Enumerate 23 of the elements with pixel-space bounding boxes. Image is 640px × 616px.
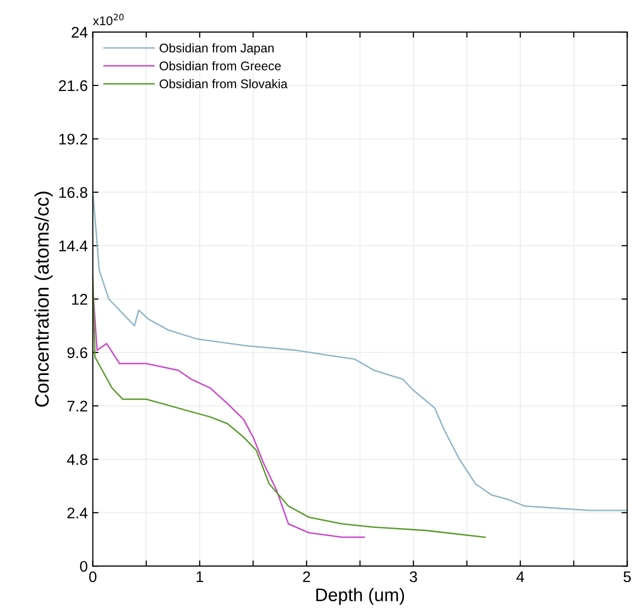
y-tick-label: 14.4 — [59, 240, 88, 252]
y-tick-label: 19.2 — [59, 134, 88, 145]
y-tick-label: 2.4 — [67, 508, 88, 518]
x-tick-label: 3 — [410, 571, 418, 582]
y-tick-label: 16.8 — [59, 187, 88, 198]
x-tick-label: 2 — [303, 571, 310, 582]
x-tick-label: 5 — [624, 572, 631, 582]
x-tick-label: 0 — [89, 571, 96, 582]
y-tick-label: 12 — [72, 294, 88, 305]
x-axis-title: Depth (um) — [316, 588, 404, 605]
legend-label: Obsidian from Japan — [160, 43, 274, 55]
x-tick-label: 1 — [196, 572, 204, 582]
text: x10$^{20}$ — [92, 14, 124, 26]
y-tick-label: 24 — [72, 26, 88, 38]
y-tick-label: 9.6 — [67, 347, 88, 358]
legend-label: Obsidian from Greece — [160, 61, 281, 70]
y-tick-label: 0 — [80, 560, 88, 572]
legend-label: Obsidian from Slovakia — [160, 79, 288, 88]
y-axis-title: Concentration (atoms/cc) — [34, 192, 53, 407]
y-tick-label: 7.2 — [67, 400, 88, 412]
x-tick-label: 4 — [516, 572, 524, 582]
y-tick-label: 21.6 — [58, 80, 88, 92]
y-tick-label: 4.8 — [67, 454, 88, 465]
